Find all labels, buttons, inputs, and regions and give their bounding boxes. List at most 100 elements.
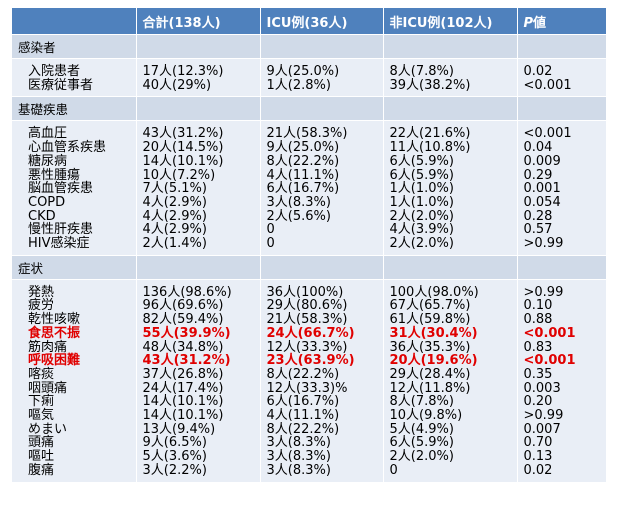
table-cell-p-value: 0.88 [523, 312, 553, 328]
table-cell-label: 嘔気 [28, 408, 55, 424]
section-header-cell [517, 34, 606, 59]
table-cell-label: 医療従事者 [28, 77, 94, 93]
table-cell-icu: 12人(33.3%) [266, 339, 348, 355]
table-cell-p-value: 0.04 [523, 140, 553, 156]
table-cell-total: 9人(6.5%) [142, 435, 207, 451]
table-cell-label: 食思不振 [28, 325, 81, 341]
table-cell-label: 腹痛 [28, 462, 55, 478]
table-cell-p-value: 0.35 [523, 366, 553, 382]
table-cell-non-icu: 2人(2.0%) [389, 208, 454, 224]
header-non-icu: 非ICU例(102人) [383, 8, 518, 35]
table-cell-label: 心血管系疾患 [28, 140, 107, 156]
section-header-cell [383, 96, 518, 121]
total-column-cell: 136人(98.6%) 96人(69.6%) 82人(59.4%) 55人(39.9%… [136, 278, 261, 482]
table-cell-non-icu: 20人(19.6%) [389, 353, 478, 369]
icu-column-cell: 21人(58.3%) 9人(25.0%) 8人(22.2%) 4人(11.1%) 6人(… [260, 120, 384, 256]
table-cell-icu: 8人(22.2%) [266, 153, 340, 169]
table-cell-p-value: 0.054 [523, 194, 561, 210]
table-cell-p-value: >0.99 [523, 408, 564, 424]
table-cell-icu: 0 [266, 236, 275, 252]
table-cell-label: 嘔吐 [28, 449, 55, 465]
table-cell-p-value: 0.10 [523, 298, 553, 314]
header-empty [12, 8, 137, 35]
table-cell-non-icu: 6人(5.9%) [389, 167, 454, 183]
icu-column-cell: 9人(25.0%) 1人(2.8%) [260, 57, 384, 97]
table-cell-label: 慢性肝疾患 [28, 222, 94, 238]
table-cell-label: 喀痰 [28, 366, 55, 382]
table-cell-total: 20人(14.5%) [142, 140, 224, 156]
table-cell-total: 82人(59.4%) [142, 312, 224, 328]
section-title: 症状 [12, 254, 137, 280]
table-cell-non-icu: 6人(5.9%) [389, 435, 454, 451]
header-icu: ICU例(36人) [260, 8, 384, 35]
clinical-characteristics-table: 合計(138人) ICU例(36人) 非ICU例(102人) P値 感染者 入院患… [12, 8, 606, 482]
table-cell-total: 55人(39.9%) [142, 325, 231, 341]
section-header-row: 基礎疾患 [12, 96, 606, 121]
table-cell-total: 37人(26.8%) [142, 366, 224, 382]
table-cell-non-icu: 10人(9.8%) [389, 408, 463, 424]
table-cell-p-value: 0.02 [523, 462, 553, 478]
label-column-cell: 高血圧 心血管系疾患 糖尿病 悪性腫瘍 脳血管疾患 COPD CKD 慢性肝疾患 HIV感染症 [12, 120, 137, 256]
section-title: 感染者 [12, 34, 137, 59]
table-cell-label: 悪性腫瘍 [28, 167, 81, 183]
table-cell-label: HIV感染症 [28, 236, 90, 252]
table-cell-icu: 29人(80.6%) [266, 298, 348, 314]
table-cell-non-icu: 2人(2.0%) [389, 449, 454, 465]
section-header-cell [517, 254, 606, 280]
table-cell-total: 17人(12.3%) [142, 64, 224, 79]
label-column-cell: 入院患者 医療従事者 [12, 57, 137, 97]
table-cell-icu: 21人(58.3%) [266, 312, 348, 328]
table-cell-non-icu: 31人(30.4%) [389, 325, 478, 341]
table-cell-label: 発熱 [28, 284, 55, 300]
section-data-block: 高血圧 心血管系疾患 糖尿病 悪性腫瘍 脳血管疾患 COPD CKD 慢性肝疾患 HIV感染症 4… [12, 120, 606, 256]
section-header-cell [260, 96, 384, 121]
table-cell-label: CKD [28, 208, 56, 224]
table-cell-non-icu: 5人(4.9%) [389, 421, 454, 437]
table-cell-p-value: 0.02 [523, 64, 553, 79]
table-cell-total: 4人(2.9%) [142, 208, 207, 224]
table-cell-total: 5人(3.6%) [142, 449, 207, 465]
table-cell-label: 乾性咳嗽 [28, 312, 81, 328]
p-letter: P [523, 15, 534, 31]
section-title: 基礎疾患 [12, 96, 137, 121]
table-cell-total: 4人(2.9%) [142, 222, 207, 238]
table-cell-icu: 6人(16.7%) [266, 394, 340, 410]
total-column-cell: 17人(12.3%) 40人(29%) [136, 57, 261, 97]
table-cell-p-value: 0.70 [523, 435, 553, 451]
table-cell-p-value: 0.57 [523, 222, 553, 238]
table-cell-non-icu: 39人(38.2%) [389, 77, 471, 93]
non-icu-column-cell: 100人(98.0%) 67人(65.7%) 61人(59.8%) 31人(30.4%… [383, 278, 518, 482]
section-header-cell [383, 254, 518, 280]
table-cell-label: 下痢 [28, 394, 55, 410]
p-value-column-cell: >0.99 0.10 0.88 <0.001 0.83 <0.001 0.35 0.003 0.… [517, 278, 606, 482]
table-cell-p-value: 0.28 [523, 208, 553, 224]
section-header-row: 感染者 [12, 34, 606, 59]
table-cell-icu: 8人(22.2%) [266, 421, 340, 437]
section-header-cell [136, 96, 261, 121]
icu-column-cell: 36人(100%) 29人(80.6%) 21人(58.3%) 24人(66.7%) 1… [260, 278, 384, 482]
table-cell-icu: 8人(22.2%) [266, 366, 340, 382]
table-cell-non-icu: 8人(7.8%) [389, 394, 454, 410]
table-cell-label: 糖尿病 [28, 153, 68, 169]
p-value-column-cell: <0.001 0.04 0.009 0.29 0.001 0.054 0.28 0.57 >0.… [517, 120, 606, 256]
section-header-cell [260, 254, 384, 280]
table-cell-total: 14人(10.1%) [142, 408, 224, 424]
section-header-cell [136, 254, 261, 280]
clinical-table-container: 合計(138人) ICU例(36人) 非ICU例(102人) P値 感染者 入院患… [12, 8, 606, 482]
table-cell-icu: 4人(11.1%) [266, 167, 340, 183]
table-cell-p-value: 0.009 [523, 153, 561, 169]
section-header-cell [517, 96, 606, 121]
table-cell-label: めまい [28, 421, 68, 437]
table-cell-p-value: 0.83 [523, 339, 553, 355]
table-cell-non-icu: 4人(3.9%) [389, 222, 454, 238]
section-header-cell [136, 34, 261, 59]
table-cell-icu: 2人(5.6%) [266, 208, 331, 224]
table-cell-p-value: >0.99 [523, 236, 564, 252]
table-cell-p-value: >0.99 [523, 284, 564, 300]
table-cell-total: 10人(7.2%) [142, 167, 216, 183]
table-cell-label: 脳血管疾患 [28, 181, 94, 197]
table-cell-icu: 6人(16.7%) [266, 181, 340, 197]
table-body: 感染者 入院患者 医療従事者 17人(12.3%) 40人(29%) 9人(25.0%) 1… [12, 34, 606, 482]
table-cell-non-icu: 67人(65.7%) [389, 298, 471, 314]
table-cell-total: 43人(31.2%) [142, 353, 231, 369]
